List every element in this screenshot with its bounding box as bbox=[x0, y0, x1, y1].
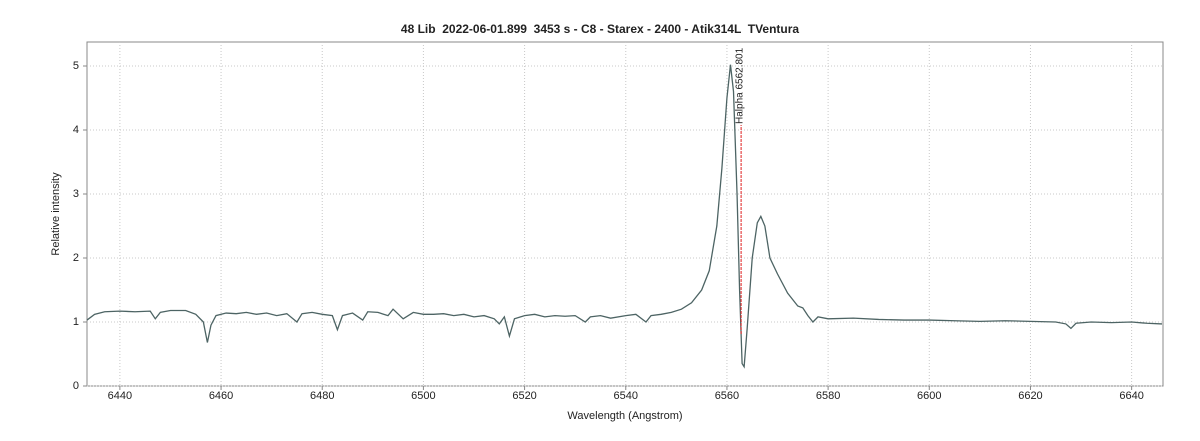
y-tick-label: 2 bbox=[73, 252, 79, 264]
x-tick-label: 6600 bbox=[917, 390, 941, 402]
x-tick-label: 6460 bbox=[209, 390, 233, 402]
y-axis-label: Relative intensity bbox=[50, 172, 62, 256]
x-tick-label: 6580 bbox=[816, 390, 840, 402]
spectrum-line bbox=[86, 64, 1163, 369]
y-tick-label: 1 bbox=[73, 316, 79, 328]
x-tick-label: 6480 bbox=[310, 390, 334, 402]
marker-label: Halpha 6562.801 bbox=[735, 47, 746, 124]
x-tick-label: 6560 bbox=[715, 390, 739, 402]
y-tick-label: 3 bbox=[73, 188, 79, 200]
x-tick-label: 6540 bbox=[614, 390, 638, 402]
x-tick-label: 6620 bbox=[1018, 390, 1042, 402]
x-tick-label: 6440 bbox=[108, 390, 132, 402]
x-tick-label: 6640 bbox=[1119, 390, 1143, 402]
x-tick-label: 6500 bbox=[411, 390, 435, 402]
chart-title: 48 Lib 2022-06-01.899 3453 s - C8 - Star… bbox=[401, 22, 800, 36]
y-tick-label: 4 bbox=[73, 124, 79, 136]
plot-frame bbox=[86, 41, 1164, 387]
y-tick-label: 0 bbox=[73, 380, 79, 392]
x-axis-label: Wavelength (Angstrom) bbox=[567, 410, 682, 422]
x-tick-label: 6520 bbox=[512, 390, 536, 402]
y-tick-label: 5 bbox=[73, 60, 79, 72]
